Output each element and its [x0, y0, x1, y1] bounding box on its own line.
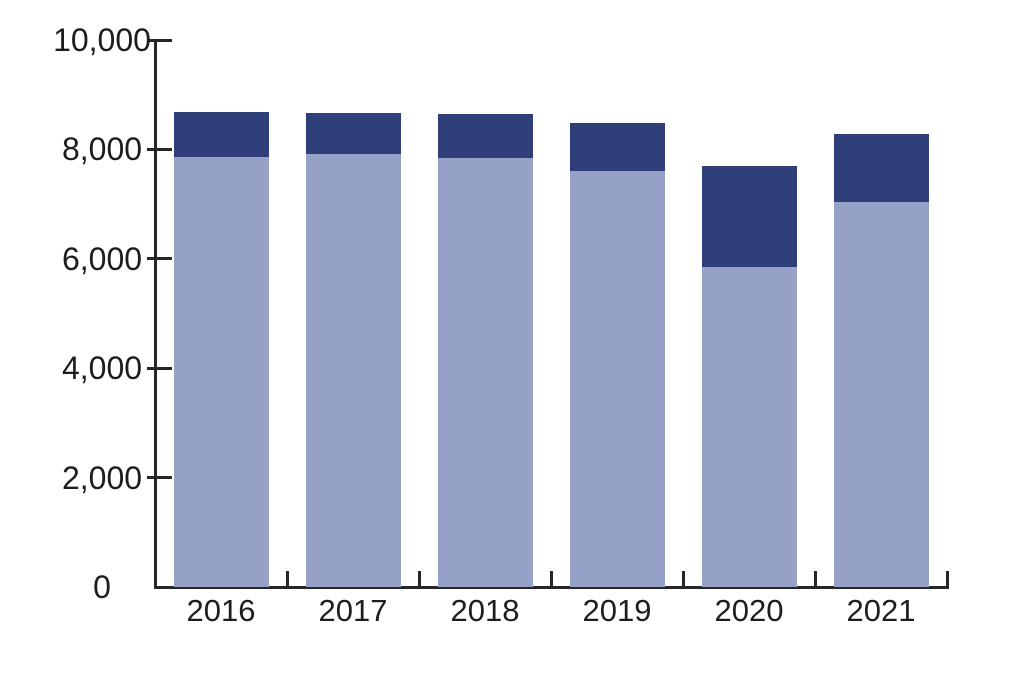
x-tick-mark — [549, 571, 553, 587]
x-tick-mark — [681, 571, 685, 587]
bar-2017-lower-segment — [305, 154, 401, 587]
y-tick-label: 6,000 — [61, 240, 143, 277]
x-tick-mark — [813, 571, 817, 587]
x-tick-mark — [945, 571, 949, 587]
y-tick-label: 8,000 — [61, 131, 143, 168]
y-tick-label: 10,000 — [53, 22, 151, 58]
bar-2020-lower-segment — [701, 267, 797, 587]
bar-2018-lower-segment — [437, 157, 533, 587]
y-tick-label: 4,000 — [61, 350, 143, 387]
bar-2016-lower-segment — [173, 156, 269, 587]
x-category-label: 2021 — [846, 593, 916, 628]
y-tick-label: 0 — [93, 569, 111, 605]
bar-2019-upper-segment — [569, 123, 665, 171]
x-category-label: 2016 — [186, 593, 256, 628]
x-tick-mark — [417, 571, 421, 587]
x-category-label: 2017 — [318, 593, 388, 628]
y-tick-mark — [147, 476, 172, 480]
bar-2021-upper-segment — [833, 134, 929, 203]
y-tick-label: 2,000 — [61, 459, 143, 496]
y-axis-line — [153, 40, 157, 589]
y-tick-mark — [147, 366, 172, 370]
y-tick-mark — [147, 257, 172, 261]
x-axis-line — [153, 586, 949, 589]
x-category-label: 2019 — [582, 593, 652, 628]
bar-2020-upper-segment — [701, 166, 797, 267]
x-tick-mark — [285, 571, 289, 587]
bar-2017-upper-segment — [305, 112, 401, 155]
bar-2016-upper-segment — [173, 111, 269, 157]
x-category-label: 2020 — [714, 593, 784, 628]
y-tick-mark — [147, 38, 172, 42]
y-tick-mark — [147, 147, 172, 151]
bar-2018-upper-segment — [437, 113, 533, 158]
x-category-label: 2018 — [450, 593, 520, 628]
bar-2021-lower-segment — [833, 202, 929, 587]
bar-2019-lower-segment — [569, 170, 665, 587]
